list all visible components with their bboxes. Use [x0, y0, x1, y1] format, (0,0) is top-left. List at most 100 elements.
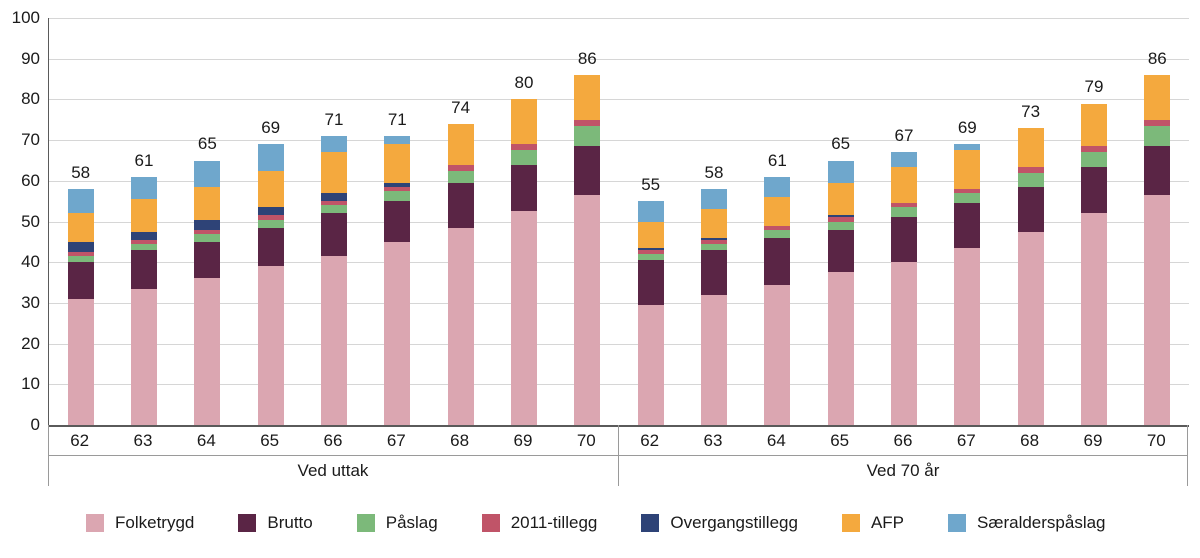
plot-area: 58 61 65 69 71 71 74 80 86 55 58 61 65 67 69 73 79 86	[48, 18, 1189, 427]
legend-label: Påslag	[385, 513, 438, 532]
bar-segment-2011-tillegg	[637, 250, 664, 255]
bar-segment-brutto	[1017, 186, 1044, 232]
legend-swatch	[238, 514, 257, 532]
bar-segment-brutto	[700, 250, 727, 295]
group-label-cell: Ved uttak	[48, 457, 618, 485]
bar-segment-s-raldersp-slag	[700, 188, 727, 210]
bar-segment-brutto	[827, 229, 854, 273]
bar-segment-s-raldersp-slag	[130, 176, 157, 200]
bar-stack	[1080, 103, 1107, 425]
bar-segment-s-raldersp-slag	[637, 201, 664, 222]
bar-slot: 69	[239, 18, 302, 425]
bar-segment-folketrygd	[890, 262, 917, 425]
bar-segment-overgangstillegg	[320, 193, 347, 202]
bar-slot: 61	[112, 18, 175, 425]
bar-total-label: 74	[451, 97, 471, 117]
bar-slot: 80	[492, 18, 555, 425]
x-tick-label: 62	[70, 431, 90, 450]
x-axis-labels: 62 63 64 65 66 67 68 69 70 62 63 64 65 66 67 68 69 70	[48, 428, 1188, 454]
bar-slot: 71	[302, 18, 365, 425]
bar-segment-brutto	[194, 241, 221, 279]
bar-segment-2011-tillegg	[574, 119, 601, 126]
bar-segment-2011-tillegg	[194, 229, 221, 234]
bar-segment-overgangstillegg	[637, 247, 664, 251]
bar-segment-s-raldersp-slag	[764, 176, 791, 198]
legend-item: Brutto	[238, 513, 313, 533]
gridline	[49, 18, 1189, 19]
bar-stack	[67, 189, 94, 425]
bar-segment-p-slag	[67, 256, 94, 263]
bar-segment-p-slag	[890, 207, 917, 218]
bar-segment-2011-tillegg	[384, 186, 411, 191]
bar-segment-folketrygd	[574, 195, 601, 425]
gridline	[49, 302, 1189, 304]
x-tick-label: 67	[386, 431, 406, 450]
bar-segment-folketrygd	[130, 288, 157, 425]
bar-segment-afp	[890, 166, 917, 204]
bar-segment-folketrygd	[827, 272, 854, 425]
bar-group: 55 58 61 65 67 69 73 79 86	[619, 18, 1189, 425]
bar-segment-afp	[447, 123, 474, 165]
bar-segment-brutto	[1144, 146, 1171, 196]
bar-segment-folketrygd	[1080, 213, 1107, 425]
group-label: Ved uttak	[297, 461, 369, 480]
bar-segment-afp	[320, 152, 347, 194]
bar-segment-p-slag	[384, 191, 411, 202]
bar-segment-p-slag	[764, 229, 791, 238]
bar-segment-brutto	[447, 182, 474, 228]
bar-total-label: 55	[641, 175, 661, 195]
gridline	[49, 384, 1189, 386]
bar-segment-afp	[384, 144, 411, 183]
y-tick-label: 10	[21, 374, 40, 394]
x-tick-label: 62	[640, 431, 660, 450]
legend-label: AFP	[870, 513, 904, 532]
bar-slot: 65	[176, 18, 239, 425]
bar-total-label: 69	[957, 118, 977, 138]
group-label: Ved 70 år	[866, 461, 940, 480]
y-tick-label: 20	[21, 333, 40, 353]
bar-segment-brutto	[574, 146, 601, 196]
bar-total-label: 79	[1084, 77, 1104, 97]
bar-segment-p-slag	[827, 221, 854, 230]
bar-segment-s-raldersp-slag	[384, 136, 411, 145]
bar-total-label: 58	[704, 162, 724, 182]
bar-segment-folketrygd	[320, 256, 347, 425]
bar-segment-folketrygd	[1144, 195, 1171, 425]
bar-segment-2011-tillegg	[67, 252, 94, 257]
bar-stack	[510, 99, 537, 425]
bar-segment-brutto	[320, 213, 347, 257]
bar-segment-folketrygd	[447, 227, 474, 425]
legend-label: Særalderspåslag	[977, 513, 1106, 532]
legend-swatch	[641, 514, 660, 532]
bar-segment-brutto	[637, 260, 664, 305]
gridline	[49, 180, 1189, 182]
bar-segment-afp	[574, 75, 601, 120]
bar-slot: 61	[746, 18, 809, 425]
bar-segment-2011-tillegg	[954, 188, 981, 194]
bar-segment-overgangstillegg	[700, 237, 727, 240]
bar-stack	[1144, 75, 1171, 425]
y-tick-label: 100	[11, 8, 40, 27]
x-tick-label: 70	[576, 431, 596, 450]
bar-segment-p-slag	[130, 243, 157, 250]
bar-stack	[1017, 127, 1044, 425]
bar-total-label: 73	[1021, 101, 1041, 121]
bar-total-label: 71	[324, 110, 344, 130]
bar-segment-folketrygd	[764, 284, 791, 425]
bar-segment-p-slag	[1080, 152, 1107, 167]
bar-segment-p-slag	[1017, 172, 1044, 187]
x-tick-label: 66	[893, 431, 913, 450]
legend: Folketrygd Brutto Påslag 2011-tillegg Overga…	[86, 513, 1106, 533]
bar-groups: 58 61 65 69 71 71 74 80 86 55 58 61 65 67 69 73 79 86	[49, 18, 1189, 425]
axis-bracket-left	[48, 425, 49, 486]
bar-stack	[257, 144, 284, 425]
bar-segment-p-slag	[320, 205, 347, 214]
bar-segment-overgangstillegg	[257, 207, 284, 216]
legend-swatch	[481, 514, 500, 532]
gridline	[49, 262, 1189, 264]
bar-segment-p-slag	[1144, 125, 1171, 147]
bar-total-label: 58	[71, 162, 91, 182]
x-tick-label: 65	[260, 431, 280, 450]
bar-stack	[447, 123, 474, 425]
